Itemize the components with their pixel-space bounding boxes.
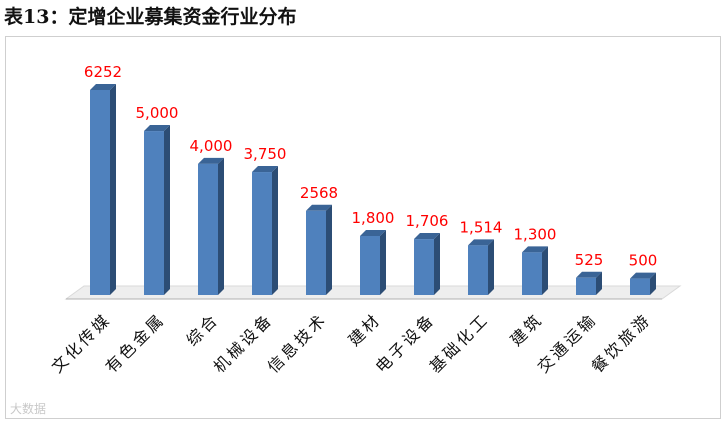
category-tick-label: 餐饮旅游 [588, 309, 655, 376]
bar-top [630, 272, 656, 279]
category-tick-label: 建筑 [507, 309, 547, 349]
data-label: 4,000 [190, 137, 233, 155]
bar [144, 131, 164, 295]
bar [360, 235, 380, 295]
data-label: 5,000 [136, 104, 179, 122]
bar [522, 252, 542, 295]
data-label: 6252 [84, 63, 122, 81]
bar [630, 278, 650, 295]
category-tick-label: 综合 [183, 309, 223, 349]
bar-top [360, 229, 386, 236]
bar-side [326, 204, 332, 295]
bar-top [522, 246, 548, 253]
bar [252, 172, 272, 295]
bar-side [488, 239, 494, 295]
data-label: 1,514 [460, 218, 503, 236]
bar [198, 163, 218, 295]
bar-side [380, 229, 386, 295]
category-tick-label: 信息技术 [264, 309, 331, 376]
bar-top [468, 239, 494, 246]
category-tick-label: 建材 [345, 309, 385, 349]
bar-top [252, 166, 278, 173]
category-tick-label: 有色金属 [102, 309, 169, 376]
bar-top [90, 84, 116, 90]
chart-frame [5, 36, 721, 419]
data-label: 2568 [300, 184, 338, 202]
bar-side [650, 272, 656, 295]
bar-side [218, 157, 224, 295]
bar-side [110, 84, 116, 295]
watermark-logo: 大数据 [10, 402, 47, 416]
data-label: 1,706 [406, 212, 449, 230]
bar [576, 277, 596, 295]
bar-top [198, 157, 224, 164]
bar-side [596, 271, 602, 295]
data-label: 500 [629, 252, 658, 270]
bar [90, 90, 110, 295]
bar [468, 245, 488, 295]
chart-title: 表13：定增企业募集资金行业分布 [4, 6, 297, 28]
bar-top [306, 204, 332, 211]
data-label: 525 [575, 251, 604, 269]
bar-side [542, 246, 548, 295]
data-label: 3,750 [244, 145, 287, 163]
bar [414, 239, 434, 295]
bar-side [164, 125, 170, 295]
data-label: 1,300 [514, 225, 557, 243]
bar-top [576, 271, 602, 278]
bar [306, 210, 326, 295]
category-tick-label: 基础化工 [426, 309, 493, 376]
bar-top [414, 233, 440, 240]
bar-top [144, 125, 170, 132]
data-label: 1,800 [352, 209, 395, 227]
bar-side [434, 233, 440, 295]
bar-side [272, 166, 278, 295]
